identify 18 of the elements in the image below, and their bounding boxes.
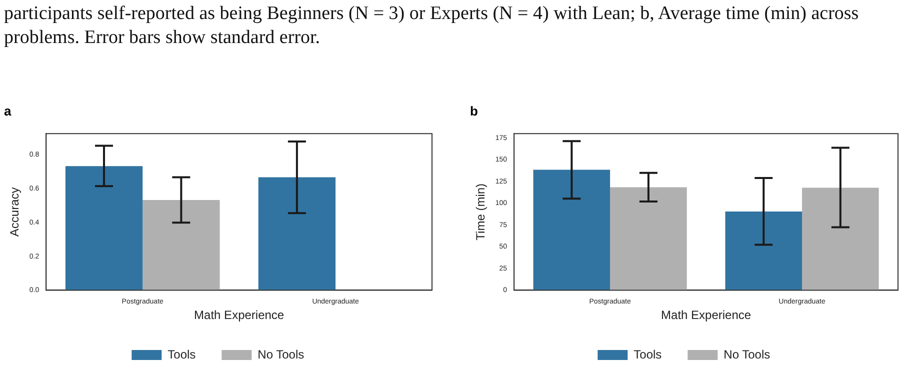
legend-label: Tools xyxy=(634,347,662,362)
bar xyxy=(533,170,610,290)
x-axis-title: Math Experience xyxy=(194,308,284,322)
bar xyxy=(142,200,220,290)
bar xyxy=(802,188,879,290)
legend-label: Tools xyxy=(168,347,196,362)
x-axis-title: Math Experience xyxy=(661,308,752,322)
bar xyxy=(725,211,802,290)
bar xyxy=(610,187,687,290)
bar xyxy=(258,177,336,290)
bar xyxy=(65,166,143,290)
legend-label: No Tools xyxy=(724,347,770,362)
y-axis-title: Accuracy xyxy=(8,187,22,237)
y-axis-title: Time (min) xyxy=(474,183,488,240)
chart-title: a xyxy=(4,103,12,118)
chart-title: b xyxy=(470,103,478,118)
text: participants self-reported as being Beginners (N = 3) or Experts (N = 4) with Lean; b, Average time (min) across problems. Error bars show standard error. xyxy=(4,2,860,50)
legend-label: No Tools xyxy=(258,347,304,362)
